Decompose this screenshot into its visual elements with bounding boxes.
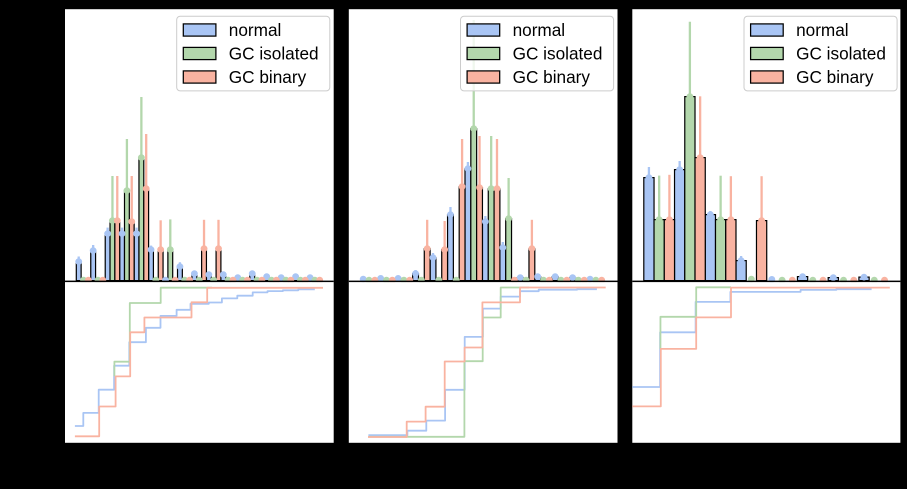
svg-text:GC isolated: GC isolated: [513, 44, 603, 64]
svg-text:normal: normal: [796, 20, 849, 40]
svg-text:GC binary: GC binary: [513, 67, 591, 87]
svg-text:GC isolated: GC isolated: [796, 44, 886, 64]
svg-text:normal: normal: [229, 20, 282, 40]
svg-text:GC binary: GC binary: [796, 67, 874, 87]
svg-text:normal: normal: [513, 20, 566, 40]
svg-text:GC binary: GC binary: [229, 67, 307, 87]
svg-text:GC isolated: GC isolated: [229, 44, 319, 64]
